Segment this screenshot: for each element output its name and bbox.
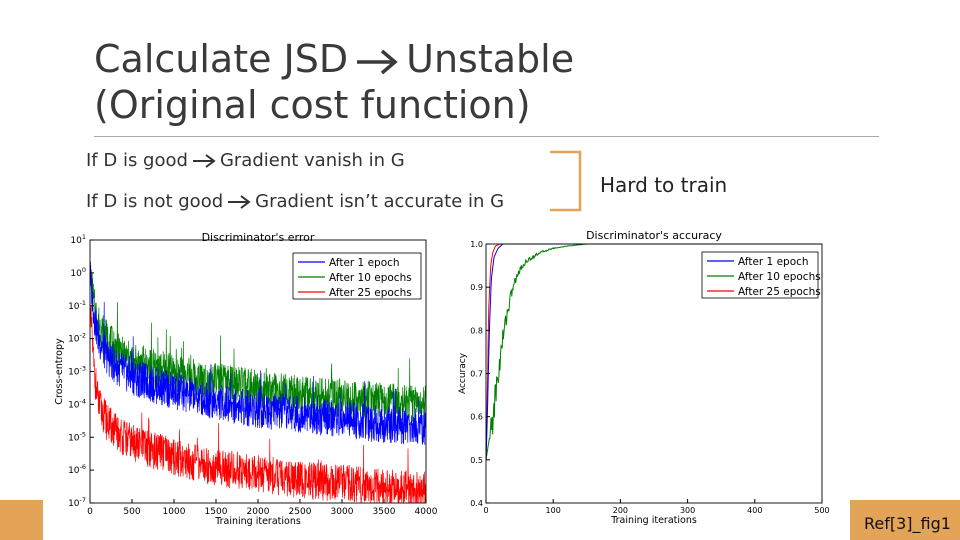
discriminator-accuracy-chart: Discriminator's accuracy 0 100 200 300 400 500… bbox=[458, 229, 830, 526]
y-tick-label: 0.6 bbox=[470, 413, 483, 422]
y-tick-label: 0.8 bbox=[470, 326, 483, 335]
x-tick-label: 200 bbox=[613, 506, 628, 515]
bullet-2-right: Gradient isn’t accurate in G bbox=[255, 191, 505, 212]
y-tick-label: 10-4 bbox=[68, 397, 86, 410]
chart-title: Discriminator's error bbox=[202, 231, 315, 244]
title-right-text: Unstable bbox=[406, 37, 575, 81]
y-tick-label: 100 bbox=[70, 266, 86, 279]
legend-label: After 25 epochs bbox=[738, 286, 821, 298]
y-tick-label: 0.5 bbox=[470, 456, 483, 465]
slide-title: Calculate JSD Unstable (Original cost fun… bbox=[94, 36, 574, 128]
bullet-1-left: If D is good bbox=[86, 150, 188, 171]
x-tick-label: 1500 bbox=[205, 507, 228, 517]
discriminator-error-chart: Discriminator's error 0 500 1000 1500 2000 250… bbox=[54, 231, 438, 527]
y-tick-label: 0.9 bbox=[470, 283, 483, 292]
x-tick-label: 0 bbox=[87, 507, 93, 517]
title-left-text: Calculate JSD bbox=[94, 37, 349, 81]
bullet-discriminator-not-good: If D is not good Gradient isn’t accurate … bbox=[86, 191, 504, 212]
y-tick-label: 10-6 bbox=[68, 463, 86, 476]
y-axis-label: Accuracy bbox=[458, 352, 468, 394]
reference-badge bbox=[850, 500, 960, 540]
y-tick-label: 101 bbox=[70, 233, 86, 246]
y-tick-label: 10-5 bbox=[68, 430, 86, 443]
x-tick-label: 100 bbox=[546, 506, 561, 515]
y-tick-label: 0.4 bbox=[470, 499, 483, 508]
legend-label: After 10 epochs bbox=[738, 271, 821, 283]
y-axis-label: Cross-entropy bbox=[54, 338, 65, 405]
legend-label: After 1 epoch bbox=[738, 256, 809, 268]
legend-box bbox=[292, 252, 422, 300]
legend-label: After 10 epochs bbox=[329, 272, 412, 284]
chart-legend: After 1 epoch After 10 epochs After 25 epo… bbox=[701, 251, 821, 299]
y-tick-label: 10-7 bbox=[68, 496, 86, 509]
conclusion-text: Hard to train bbox=[600, 173, 728, 197]
bullet-1-right: Gradient vanish in G bbox=[219, 150, 405, 171]
legend-label: After 25 epochs bbox=[329, 287, 412, 299]
chart-title: Discriminator's accuracy bbox=[586, 229, 722, 242]
x-tick-label: 300 bbox=[680, 506, 695, 515]
y-tick-label: 10-3 bbox=[68, 365, 86, 378]
bullet-discriminator-good: If D is good Gradient vanish in G bbox=[86, 150, 405, 171]
title-divider bbox=[94, 136, 879, 137]
right-arrow-icon bbox=[357, 49, 398, 74]
x-tick-label: 3000 bbox=[331, 507, 354, 517]
y-tick-label: 0.7 bbox=[470, 370, 483, 379]
x-tick-label: 500 bbox=[814, 506, 829, 515]
x-tick-label: 2500 bbox=[289, 507, 312, 517]
x-tick-label: 400 bbox=[747, 506, 762, 515]
x-tick-label: 2000 bbox=[247, 507, 270, 517]
y-tick-label: 10-1 bbox=[68, 299, 86, 312]
right-bracket-icon bbox=[550, 150, 582, 212]
reference-label: Ref[3]_fig1 bbox=[864, 514, 951, 533]
x-tick-label: 4000 bbox=[415, 507, 438, 517]
right-arrow-icon bbox=[228, 195, 251, 209]
x-axis-label: Training iterations bbox=[214, 516, 301, 527]
chart-legend: After 1 epoch After 10 epochs After 25 epo… bbox=[292, 252, 422, 300]
legend-box bbox=[701, 251, 819, 299]
x-tick-label: 0 bbox=[483, 506, 488, 515]
bullet-2-left: If D is not good bbox=[86, 191, 224, 212]
series-line-after-1-epoch bbox=[90, 264, 426, 445]
x-axis-label: Training iterations bbox=[610, 515, 697, 526]
x-tick-label: 1000 bbox=[163, 507, 186, 517]
title-line-2: (Original cost function) bbox=[94, 83, 531, 127]
y-tick-label: 1.0 bbox=[470, 240, 483, 249]
title-line-1: Calculate JSD Unstable bbox=[94, 36, 574, 82]
series-line-after-25-epochs bbox=[90, 295, 426, 503]
legend-label: After 1 epoch bbox=[329, 257, 400, 269]
y-tick-label: 10-2 bbox=[68, 332, 86, 345]
right-arrow-icon bbox=[192, 154, 216, 168]
accent-bar-left bbox=[0, 500, 43, 540]
x-tick-label: 3500 bbox=[373, 507, 396, 517]
x-tick-label: 500 bbox=[123, 507, 140, 517]
